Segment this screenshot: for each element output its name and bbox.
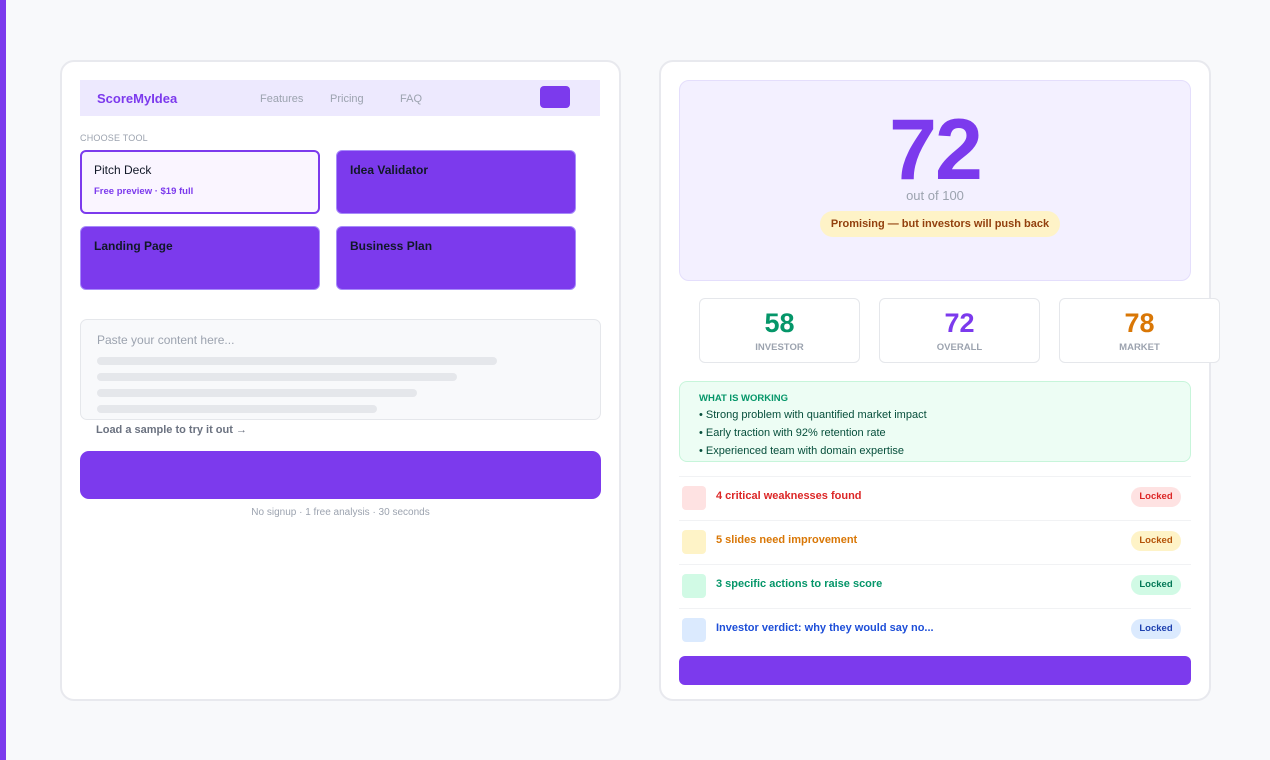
overall-score: 72 xyxy=(889,102,983,198)
divider xyxy=(679,476,1191,477)
tool-card-idea-validator[interactable]: Idea Validator xyxy=(336,150,576,214)
nav-link-features[interactable]: Features xyxy=(260,93,304,105)
footnote: No signup · 1 free analysis · 30 seconds xyxy=(251,507,430,518)
metric-label: OVERALL xyxy=(936,342,983,353)
locked-row-verdict[interactable]: Investor verdict: why they would say no.… xyxy=(679,608,1191,652)
skeleton-line xyxy=(97,389,417,397)
load-sample-link[interactable]: Load a sample to try it out → xyxy=(96,424,247,436)
tool-title: Pitch Deck xyxy=(94,163,152,177)
content-placeholder: Paste your content here... xyxy=(97,333,235,347)
tool-price: Free preview · $19 full xyxy=(94,186,194,197)
verdict-badge: Promising — but investors will push back xyxy=(820,211,1060,237)
tool-title: Landing Page xyxy=(94,239,173,253)
lock-icon xyxy=(682,486,706,510)
tool-title: Business Plan xyxy=(350,239,433,253)
metric-label: INVESTOR xyxy=(755,342,804,353)
metric-value: 78 xyxy=(1124,308,1155,338)
accent-strip xyxy=(0,0,6,760)
locked-badge: Locked xyxy=(1131,531,1181,551)
row-text: 5 slides need improvement xyxy=(716,534,858,546)
tool-card-pitch-deck[interactable]: Pitch Deck Free preview · $19 full xyxy=(80,150,320,214)
metric-value: 58 xyxy=(764,308,795,338)
lock-icon xyxy=(682,530,706,554)
divider xyxy=(679,564,1191,565)
content-input[interactable]: Paste your content here... xyxy=(80,319,601,420)
metric-investor: 58 INVESTOR xyxy=(699,298,860,363)
row-text: Investor verdict: why they would say no.… xyxy=(716,622,934,634)
working-title: WHAT IS WORKING xyxy=(699,393,789,404)
metric-label: MARKET xyxy=(1119,342,1160,353)
divider xyxy=(679,608,1191,609)
navbar: ScoreMyIdea Features Pricing FAQ xyxy=(80,80,600,116)
brand-logo[interactable]: ScoreMyIdea xyxy=(97,91,178,106)
working-item: • Strong problem with quantified market … xyxy=(699,409,927,421)
result-panel: 72 out of 100 Promising — but investors … xyxy=(659,60,1220,701)
score-scale: out of 100 xyxy=(906,188,964,203)
nav-cta-button[interactable] xyxy=(540,86,570,108)
unlock-full-report-button[interactable] xyxy=(679,656,1191,685)
skeleton-line xyxy=(97,405,377,413)
row-text: 3 specific actions to raise score xyxy=(716,578,883,590)
what-is-working: WHAT IS WORKING • Strong problem with qu… xyxy=(679,381,1191,462)
skeleton-line xyxy=(97,373,457,381)
analyze-button[interactable] xyxy=(80,451,601,499)
metric-value: 72 xyxy=(944,308,975,338)
tool-card-landing-page[interactable]: Landing Page xyxy=(80,226,320,290)
working-item: • Experienced team with domain expertise xyxy=(699,445,905,457)
tool-card-business-plan[interactable]: Business Plan xyxy=(336,226,576,290)
nav-link-pricing[interactable]: Pricing xyxy=(330,93,364,105)
metric-overall: 72 OVERALL xyxy=(879,298,1040,363)
row-text: 4 critical weaknesses found xyxy=(716,490,862,502)
locked-badge: Locked xyxy=(1131,575,1181,595)
locked-row-slides[interactable]: 5 slides need improvement Locked xyxy=(679,520,1191,564)
choose-tool-label: CHOOSE TOOL xyxy=(80,133,148,143)
score-hero: 72 out of 100 Promising — but investors … xyxy=(679,80,1191,281)
lock-icon xyxy=(682,618,706,642)
skeleton-line xyxy=(97,357,497,365)
input-panel: ScoreMyIdea Features Pricing FAQ CHOOSE … xyxy=(60,60,621,701)
locked-row-weaknesses[interactable]: 4 critical weaknesses found Locked xyxy=(679,476,1191,520)
lock-icon xyxy=(682,574,706,598)
working-item: • Early traction with 92% retention rate xyxy=(699,427,886,439)
nav-link-faq[interactable]: FAQ xyxy=(400,93,423,105)
locked-badge: Locked xyxy=(1131,487,1181,507)
locked-row-actions[interactable]: 3 specific actions to raise score Locked xyxy=(679,564,1191,608)
locked-badge: Locked xyxy=(1131,619,1181,639)
divider xyxy=(679,520,1191,521)
tool-title: Idea Validator xyxy=(350,163,429,177)
metric-market: 78 MARKET xyxy=(1059,298,1220,363)
